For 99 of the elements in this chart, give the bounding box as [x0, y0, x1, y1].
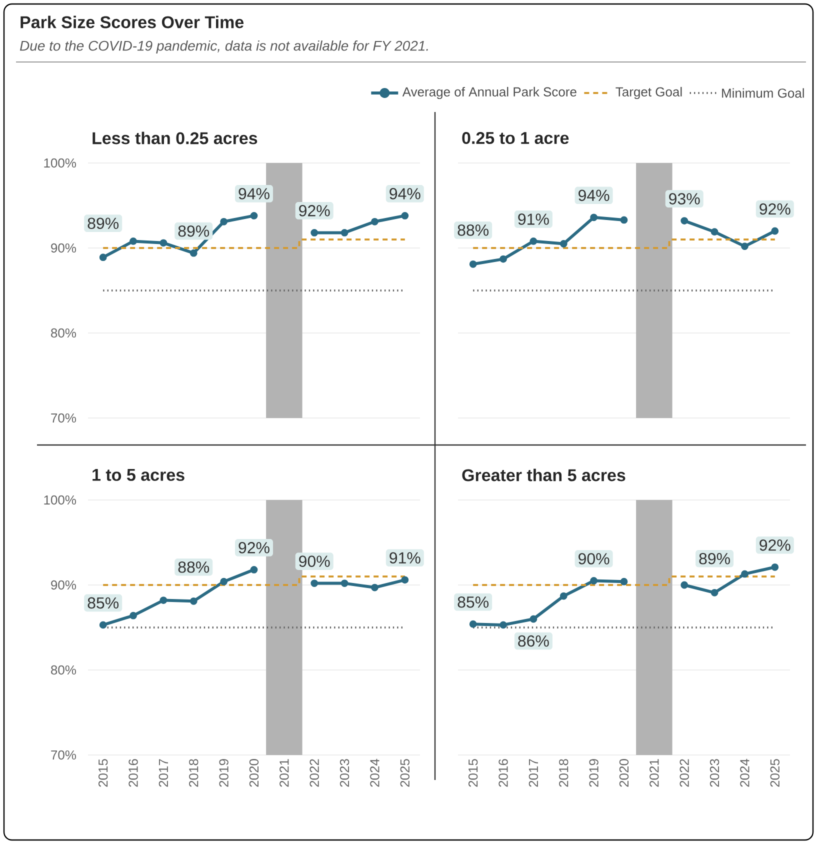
point	[620, 216, 628, 224]
point	[371, 584, 378, 592]
data-label: 85%	[88, 597, 119, 609]
x-tick-label: 2017	[158, 759, 168, 787]
point	[530, 615, 538, 623]
data-label: 94%	[390, 188, 420, 200]
point	[250, 566, 258, 574]
y-tick-label: 80%	[51, 665, 76, 675]
point	[710, 228, 718, 236]
data-label: 92%	[760, 539, 790, 551]
legend-label: Average of Annual Park Score	[402, 86, 576, 100]
data-label: 89%	[88, 218, 119, 230]
x-tick-label: 2022	[680, 759, 689, 787]
point	[771, 563, 779, 571]
point	[560, 240, 568, 248]
data-label: 90%	[299, 556, 330, 567]
point	[130, 612, 137, 620]
y-tick-label: 80%	[51, 328, 76, 338]
legend-label: Minimum Goal	[722, 88, 804, 98]
chart-title: Greater than 5 acres	[462, 468, 626, 482]
data-label: 91%	[518, 214, 549, 225]
x-tick-label: 2023	[340, 759, 350, 787]
point	[99, 621, 107, 629]
x-tick-label: 2025	[400, 759, 410, 787]
point	[310, 229, 318, 236]
data-label: 94%	[238, 188, 270, 200]
point	[190, 597, 198, 605]
y-tick-label: 100%	[44, 158, 76, 168]
point	[160, 596, 168, 604]
point	[160, 239, 168, 247]
data-label: 92%	[760, 203, 790, 215]
point	[469, 620, 477, 628]
data-label: 90%	[578, 553, 610, 564]
point	[620, 578, 628, 586]
x-tick-label: 2015	[98, 759, 108, 787]
x-tick-label: 2022	[310, 759, 319, 787]
data-label: 85%	[458, 596, 489, 608]
data-label: 88%	[178, 561, 210, 573]
x-tick-label: 2021	[650, 759, 659, 787]
point	[590, 577, 598, 584]
data-label: 88%	[458, 224, 489, 236]
point	[469, 260, 477, 268]
data-label: 89%	[699, 552, 730, 564]
x-tick-label: 2017	[528, 759, 538, 787]
legend-label: Target Goal	[616, 86, 682, 100]
x-tick-label: 2018	[559, 759, 568, 787]
point	[250, 212, 258, 220]
data-label: 93%	[669, 193, 700, 204]
point	[371, 218, 378, 226]
x-tick-label: 2020	[249, 759, 259, 787]
text: Park Size Scores Over Time	[20, 16, 244, 28]
point	[310, 580, 318, 587]
point	[741, 242, 748, 250]
x-tick-label: 2020	[619, 759, 629, 787]
point	[500, 255, 507, 263]
point	[500, 621, 507, 629]
point	[340, 580, 348, 587]
text: Due to the COVID-19 pandemic, data is not available for FY 2021.	[20, 40, 428, 54]
x-tick-label: 2015	[468, 759, 478, 787]
data-label: 86%	[518, 635, 549, 647]
point	[190, 249, 198, 257]
chart-title: 1 to 5 acres	[92, 469, 184, 481]
point	[741, 570, 748, 578]
x-tick-label: 2019	[589, 759, 598, 787]
point	[99, 254, 107, 262]
x-tick-label: 2019	[219, 759, 228, 787]
x-tick-label: 2016	[498, 759, 508, 787]
x-tick-label: 2018	[189, 759, 198, 787]
x-tick-label: 2023	[710, 759, 720, 787]
y-tick-label: 100%	[44, 495, 76, 505]
data-label: 89%	[178, 225, 210, 237]
point	[130, 238, 137, 245]
point	[220, 218, 228, 226]
point	[340, 229, 348, 236]
data-label: 91%	[390, 552, 420, 564]
point	[590, 214, 598, 222]
point	[220, 578, 228, 586]
point	[771, 227, 779, 235]
x-tick-label: 2021	[280, 759, 289, 787]
y-tick-label: 90%	[51, 243, 76, 253]
chart-title: Less than 0.25 acres	[92, 132, 258, 144]
x-tick-label: 2025	[770, 759, 780, 787]
point	[401, 576, 409, 584]
data-label: 94%	[578, 190, 610, 202]
x-tick-label: 2024	[740, 758, 750, 787]
data-label: 92%	[299, 205, 330, 216]
point	[560, 592, 568, 600]
point	[680, 581, 688, 589]
point	[530, 238, 538, 245]
data-label: 92%	[238, 542, 270, 554]
chart-title: 0.25 to 1 acre	[462, 132, 569, 144]
y-tick-label: 90%	[51, 580, 76, 590]
point	[710, 588, 718, 596]
y-tick-label: 70%	[51, 413, 76, 423]
x-tick-label: 2016	[128, 759, 138, 787]
point	[401, 212, 409, 220]
point	[680, 217, 688, 224]
y-tick-label: 70%	[51, 750, 76, 760]
x-tick-label: 2024	[370, 758, 380, 787]
